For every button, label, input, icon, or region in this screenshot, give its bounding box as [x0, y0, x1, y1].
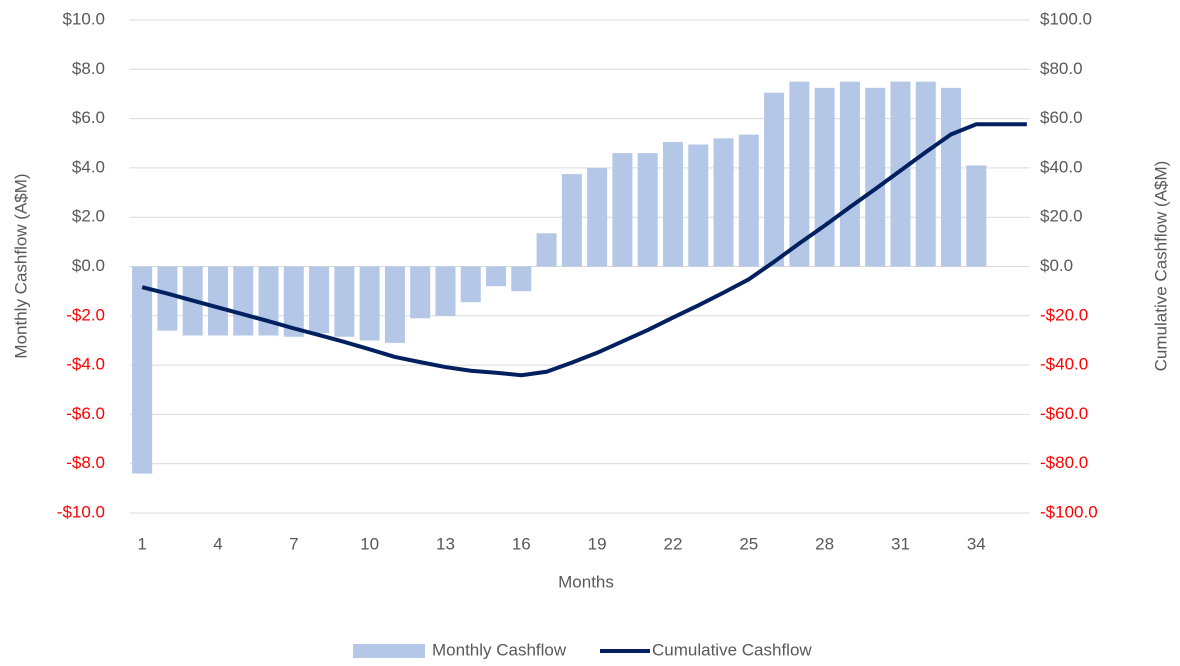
bar [334, 266, 355, 337]
y-tick-label: -$4.0 [66, 355, 105, 374]
x-tick-label: 34 [967, 534, 986, 553]
bar [207, 266, 228, 336]
bar [662, 142, 683, 267]
y-tick-label: -$6.0 [66, 404, 105, 423]
y2-tick-label: $80.0 [1040, 59, 1083, 78]
y2-tick-label: -$100.0 [1040, 502, 1098, 521]
bar [233, 266, 254, 336]
bar [941, 87, 962, 267]
bar [132, 266, 153, 474]
y2-tick-label: -$60.0 [1040, 404, 1088, 423]
legend-swatch [353, 644, 425, 658]
y2-tick-label: -$20.0 [1040, 305, 1088, 324]
bar [157, 266, 178, 331]
x-tick-label: 28 [815, 534, 834, 553]
bar [460, 266, 481, 303]
bar [511, 266, 532, 292]
x-tick-label: 19 [588, 534, 607, 553]
line [141, 122, 1027, 378]
bar [612, 153, 633, 267]
x-tick-label: 4 [213, 534, 222, 553]
bar [309, 266, 330, 334]
x-tick-label: 16 [512, 534, 531, 553]
bar [966, 165, 987, 267]
bar [814, 87, 835, 267]
y2-tick-label: $60.0 [1040, 108, 1083, 127]
x-tick-label: 25 [739, 534, 758, 553]
bar [865, 87, 886, 267]
y2-tick-label: $0.0 [1040, 256, 1073, 275]
bar [410, 266, 431, 319]
y-axis-title: Monthly Cashflow (A$M) [11, 173, 30, 358]
y2-axis-title: Cumulative Cashflow (A$M) [1151, 161, 1170, 372]
bar [789, 81, 810, 267]
y2-tick-label: -$80.0 [1040, 453, 1088, 472]
bar [486, 266, 507, 287]
y2-tick-label: -$40.0 [1040, 355, 1088, 374]
bar [764, 92, 785, 267]
y2-tick-label: $40.0 [1040, 157, 1083, 176]
bar [359, 266, 380, 341]
y-tick-label: -$10.0 [57, 502, 105, 521]
x-tick-label: 22 [664, 534, 683, 553]
bar [890, 81, 911, 267]
x-tick-label: 1 [137, 534, 146, 553]
y-tick-label: $8.0 [72, 59, 105, 78]
x-tick-label: 10 [360, 534, 379, 553]
bar [283, 266, 304, 337]
bar [536, 233, 557, 267]
bar [384, 266, 405, 343]
x-tick-label: 13 [436, 534, 455, 553]
bar [587, 167, 608, 267]
y2-tick-label: $100.0 [1040, 9, 1092, 28]
y2-tick-label: $20.0 [1040, 207, 1083, 226]
x-tick-label: 31 [891, 534, 910, 553]
bar [839, 81, 860, 267]
y-tick-label: $2.0 [72, 207, 105, 226]
bar [738, 134, 759, 267]
y-tick-label: -$8.0 [66, 453, 105, 472]
x-tick-label: 7 [289, 534, 298, 553]
bar [435, 266, 456, 316]
y-tick-label: -$2.0 [66, 305, 105, 324]
y-tick-label: $4.0 [72, 157, 105, 176]
bar [915, 81, 936, 267]
y-tick-label: $6.0 [72, 108, 105, 127]
bar [688, 144, 709, 267]
legend-label: Monthly Cashflow [432, 640, 567, 659]
bar [561, 174, 582, 267]
legend-label: Cumulative Cashflow [652, 640, 812, 659]
y-tick-label: $10.0 [62, 9, 105, 28]
bar [637, 153, 658, 267]
x-axis-title: Months [558, 572, 614, 591]
bar [713, 138, 734, 267]
y-tick-label: $0.0 [72, 256, 105, 275]
